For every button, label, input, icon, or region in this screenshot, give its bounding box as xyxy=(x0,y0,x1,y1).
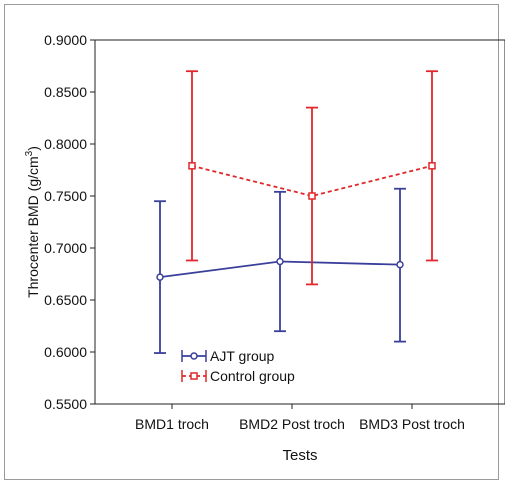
y-axis-label-superscript: 3 xyxy=(24,150,35,156)
series-layer xyxy=(154,70,438,354)
legend-swatch-marker xyxy=(190,372,198,380)
legend-label: AJT group xyxy=(210,348,275,364)
y-tick-label: 0.7500 xyxy=(44,188,87,204)
y-tick-label: 0.8000 xyxy=(44,136,87,152)
data-point xyxy=(428,162,436,170)
y-tick-label: 0.7000 xyxy=(44,240,87,256)
data-point xyxy=(156,273,164,281)
figure-frame xyxy=(4,4,499,480)
y-tick-label: 0.6000 xyxy=(44,344,87,360)
y-axis-label-suffix: ) xyxy=(25,146,41,151)
y-axis-label-main: Throcenter BMD (g/cm xyxy=(25,156,41,298)
x-tick-label: BMD1 troch xyxy=(135,416,209,432)
series-control-group xyxy=(186,70,438,286)
x-axis: BMD1 troch BMD2 Post troch BMD3 Post troch xyxy=(135,404,465,432)
legend-swatch-marker xyxy=(190,352,198,360)
y-tick-label: 0.5500 xyxy=(44,396,87,412)
data-point xyxy=(396,260,404,269)
y-axis: 0.9000 0.8500 0.8000 0.7500 0.7000 0.6500 0.60… xyxy=(44,32,95,412)
legend-label: Control group xyxy=(210,368,295,384)
y-tick-label: 0.6500 xyxy=(44,292,87,308)
x-tick-label: BMD3 Post troch xyxy=(359,416,465,432)
y-tick-label: 0.8500 xyxy=(44,84,87,100)
y-axis-label: Throcenter BMD (g/cm3) xyxy=(24,146,41,298)
plot-area-frame xyxy=(94,39,505,405)
series-ajt-group xyxy=(154,187,406,354)
legend: AJT group Control group xyxy=(181,348,295,384)
legend-item: AJT group xyxy=(181,348,275,364)
series-line xyxy=(191,164,433,197)
x-axis-label: Tests xyxy=(282,447,317,464)
x-tick-label: BMD2 Post troch xyxy=(239,416,345,432)
data-point xyxy=(276,257,284,266)
data-point xyxy=(308,192,316,200)
data-point xyxy=(188,162,196,170)
legend-item: Control group xyxy=(181,368,295,384)
y-tick-label: 0.9000 xyxy=(44,32,87,48)
